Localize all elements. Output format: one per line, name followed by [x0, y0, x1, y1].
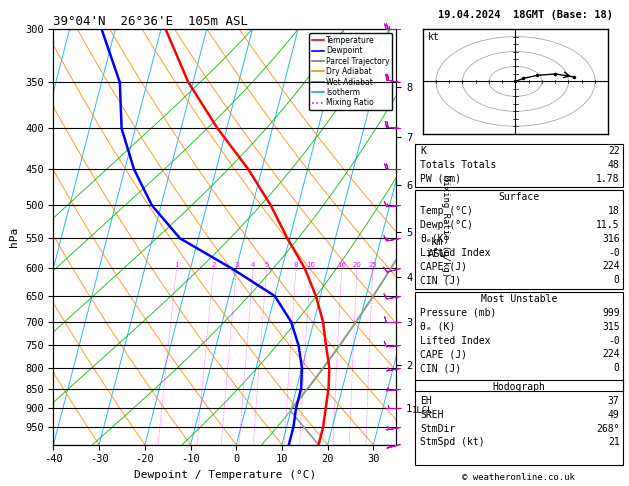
Text: 2: 2: [211, 262, 216, 268]
Text: StmSpd (kt): StmSpd (kt): [420, 437, 485, 448]
Text: CAPE (J): CAPE (J): [420, 349, 467, 360]
Text: -0: -0: [608, 247, 620, 258]
Text: 16: 16: [337, 262, 346, 268]
Y-axis label: km
ASL: km ASL: [428, 237, 447, 259]
Text: θₑ (K): θₑ (K): [420, 322, 455, 332]
Text: 224: 224: [602, 261, 620, 272]
Text: Totals Totals: Totals Totals: [420, 159, 496, 170]
Text: StmDir: StmDir: [420, 424, 455, 434]
Text: 49: 49: [608, 410, 620, 420]
Text: 316: 316: [602, 234, 620, 244]
Text: -0: -0: [608, 335, 620, 346]
Text: 1LCL: 1LCL: [412, 406, 433, 415]
Text: 11.5: 11.5: [596, 220, 620, 230]
Text: 8: 8: [294, 262, 298, 268]
Text: kt: kt: [428, 32, 440, 42]
Text: CIN (J): CIN (J): [420, 364, 461, 373]
Text: 3: 3: [234, 262, 239, 268]
Text: 18: 18: [608, 206, 620, 216]
Text: 19.04.2024  18GMT (Base: 18): 19.04.2024 18GMT (Base: 18): [438, 10, 613, 20]
Text: Pressure (mb): Pressure (mb): [420, 308, 496, 318]
Text: 10: 10: [306, 262, 315, 268]
Text: Lifted Index: Lifted Index: [420, 247, 491, 258]
Text: Most Unstable: Most Unstable: [481, 294, 557, 304]
Text: 22: 22: [608, 146, 620, 156]
Y-axis label: hPa: hPa: [9, 227, 19, 247]
Text: K: K: [420, 146, 426, 156]
Text: θₑ(K): θₑ(K): [420, 234, 450, 244]
Text: 0: 0: [614, 364, 620, 373]
Text: Surface: Surface: [498, 192, 540, 202]
Text: 4: 4: [251, 262, 255, 268]
Text: 315: 315: [602, 322, 620, 332]
Text: 0: 0: [614, 275, 620, 285]
Text: Mixing Ratio (g/kg): Mixing Ratio (g/kg): [441, 174, 450, 277]
Text: 1.78: 1.78: [596, 174, 620, 184]
Text: © weatheronline.co.uk: © weatheronline.co.uk: [462, 473, 576, 482]
Text: 268°: 268°: [596, 424, 620, 434]
Text: Lifted Index: Lifted Index: [420, 335, 491, 346]
Text: Temp (°C): Temp (°C): [420, 206, 473, 216]
Text: 39°04'N  26°36'E  105m ASL: 39°04'N 26°36'E 105m ASL: [53, 15, 248, 28]
X-axis label: Dewpoint / Temperature (°C): Dewpoint / Temperature (°C): [134, 470, 316, 480]
Text: Dewp (°C): Dewp (°C): [420, 220, 473, 230]
Text: 224: 224: [602, 349, 620, 360]
Text: 5: 5: [265, 262, 269, 268]
Text: 999: 999: [602, 308, 620, 318]
Text: CIN (J): CIN (J): [420, 275, 461, 285]
Text: 37: 37: [608, 396, 620, 406]
Text: 25: 25: [369, 262, 377, 268]
Text: 48: 48: [608, 159, 620, 170]
Text: PW (cm): PW (cm): [420, 174, 461, 184]
Text: EH: EH: [420, 396, 432, 406]
Text: Hodograph: Hodograph: [493, 382, 545, 392]
Text: 20: 20: [353, 262, 362, 268]
Text: CAPE (J): CAPE (J): [420, 261, 467, 272]
Text: 21: 21: [608, 437, 620, 448]
Text: SREH: SREH: [420, 410, 443, 420]
Text: 1: 1: [174, 262, 179, 268]
Legend: Temperature, Dewpoint, Parcel Trajectory, Dry Adiabat, Wet Adiabat, Isotherm, Mi: Temperature, Dewpoint, Parcel Trajectory…: [309, 33, 392, 110]
